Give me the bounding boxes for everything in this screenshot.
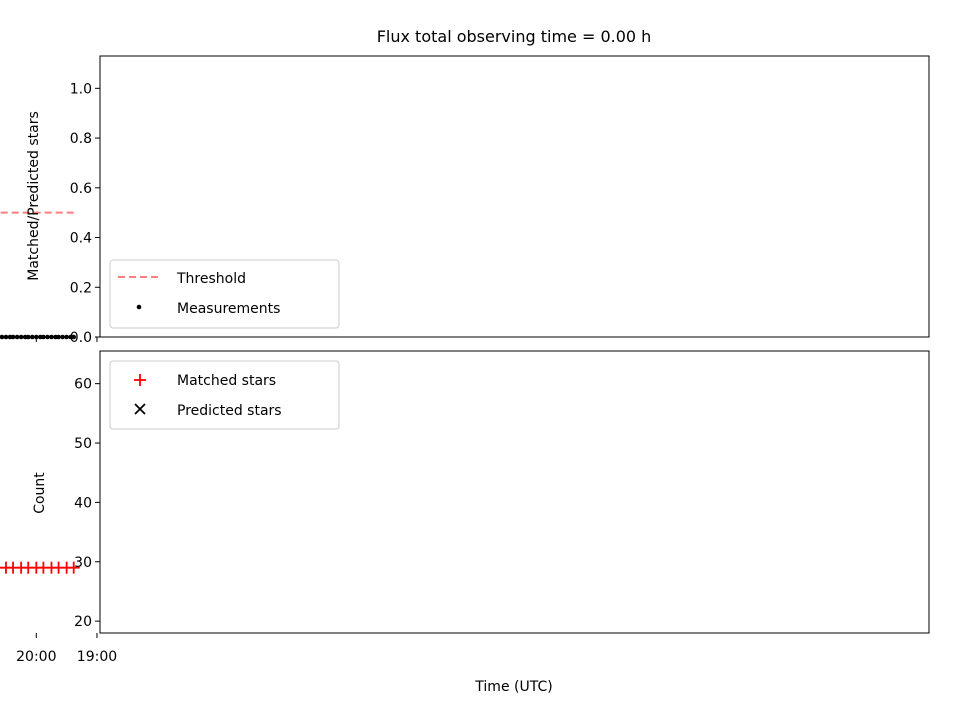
legend-measurements-swatch [136, 304, 142, 310]
measurement-point [29, 334, 35, 340]
count-x-ticks: 19:0020:0021:0022:0023:0000:0001:0002:00… [16, 633, 117, 665]
count-legend: Matched stars Predicted stars [109, 360, 340, 430]
measurement-point [7, 334, 13, 340]
legend-measurements-label: Measurements [177, 301, 280, 317]
legend-threshold-label: Threshold [176, 271, 246, 287]
y-tick-label: 1.0 [70, 81, 92, 97]
count-x-axis-label: Time (UTC) [474, 679, 552, 695]
y-tick-label: 40 [74, 495, 92, 511]
measurement-point [3, 334, 9, 340]
ratio-y-axis-label: Matched/Predicted stars [26, 111, 42, 281]
legend-matched-label: Matched stars [177, 373, 276, 389]
matched-star-point [0, 566, 4, 569]
measurement-point [68, 334, 73, 340]
ratio-y-ticks: 0.0 0.2 0.4 0.6 0.8 1.0 [70, 81, 100, 346]
measurement-point [45, 334, 50, 340]
matched-stars-series [0, 561, 80, 574]
measurement-point [38, 334, 43, 340]
y-tick-label: 0.2 [70, 280, 92, 296]
measurement-point [0, 334, 5, 340]
y-tick-label: 0.0 [70, 330, 92, 346]
figure-title: Flux total observing time = 0.00 h [377, 27, 652, 46]
count-plot-frame [99, 350, 930, 634]
measurement-point [64, 334, 69, 340]
measurement-point [49, 334, 54, 340]
measurements-series [0, 334, 77, 340]
ratio-x-ticks [35, 337, 98, 342]
measurement-point [60, 334, 65, 340]
y-tick-label: 0.4 [70, 231, 92, 247]
measurement-point [22, 334, 28, 340]
measurement-point [53, 334, 58, 340]
y-tick-label: 30 [74, 555, 92, 571]
y-tick-label: 0.6 [70, 181, 92, 197]
count-y-axis-label: Count [32, 472, 48, 514]
ratio-plot-frame [99, 55, 930, 338]
legend-predicted-label: Predicted stars [177, 403, 282, 419]
y-tick-label: 0.8 [70, 131, 92, 147]
ratio-legend: Threshold Measurements [109, 259, 340, 329]
legend-predicted-swatch [134, 403, 146, 415]
y-tick-label: 20 [74, 614, 92, 630]
y-tick-label: 60 [74, 377, 92, 393]
ratio-panel: 0.0 0.2 0.4 0.6 0.8 1.0 Matched/Predicted sta… [0, 55, 930, 346]
count-y-ticks: 20 30 40 50 60 [74, 377, 100, 630]
x-tick-label: 20:00 [16, 649, 56, 665]
x-tick-label: 19:00 [77, 649, 117, 665]
legend-matched-swatch [134, 374, 146, 386]
measurement-point [18, 334, 24, 340]
measurement-point [14, 334, 20, 340]
y-tick-label: 50 [74, 436, 92, 452]
